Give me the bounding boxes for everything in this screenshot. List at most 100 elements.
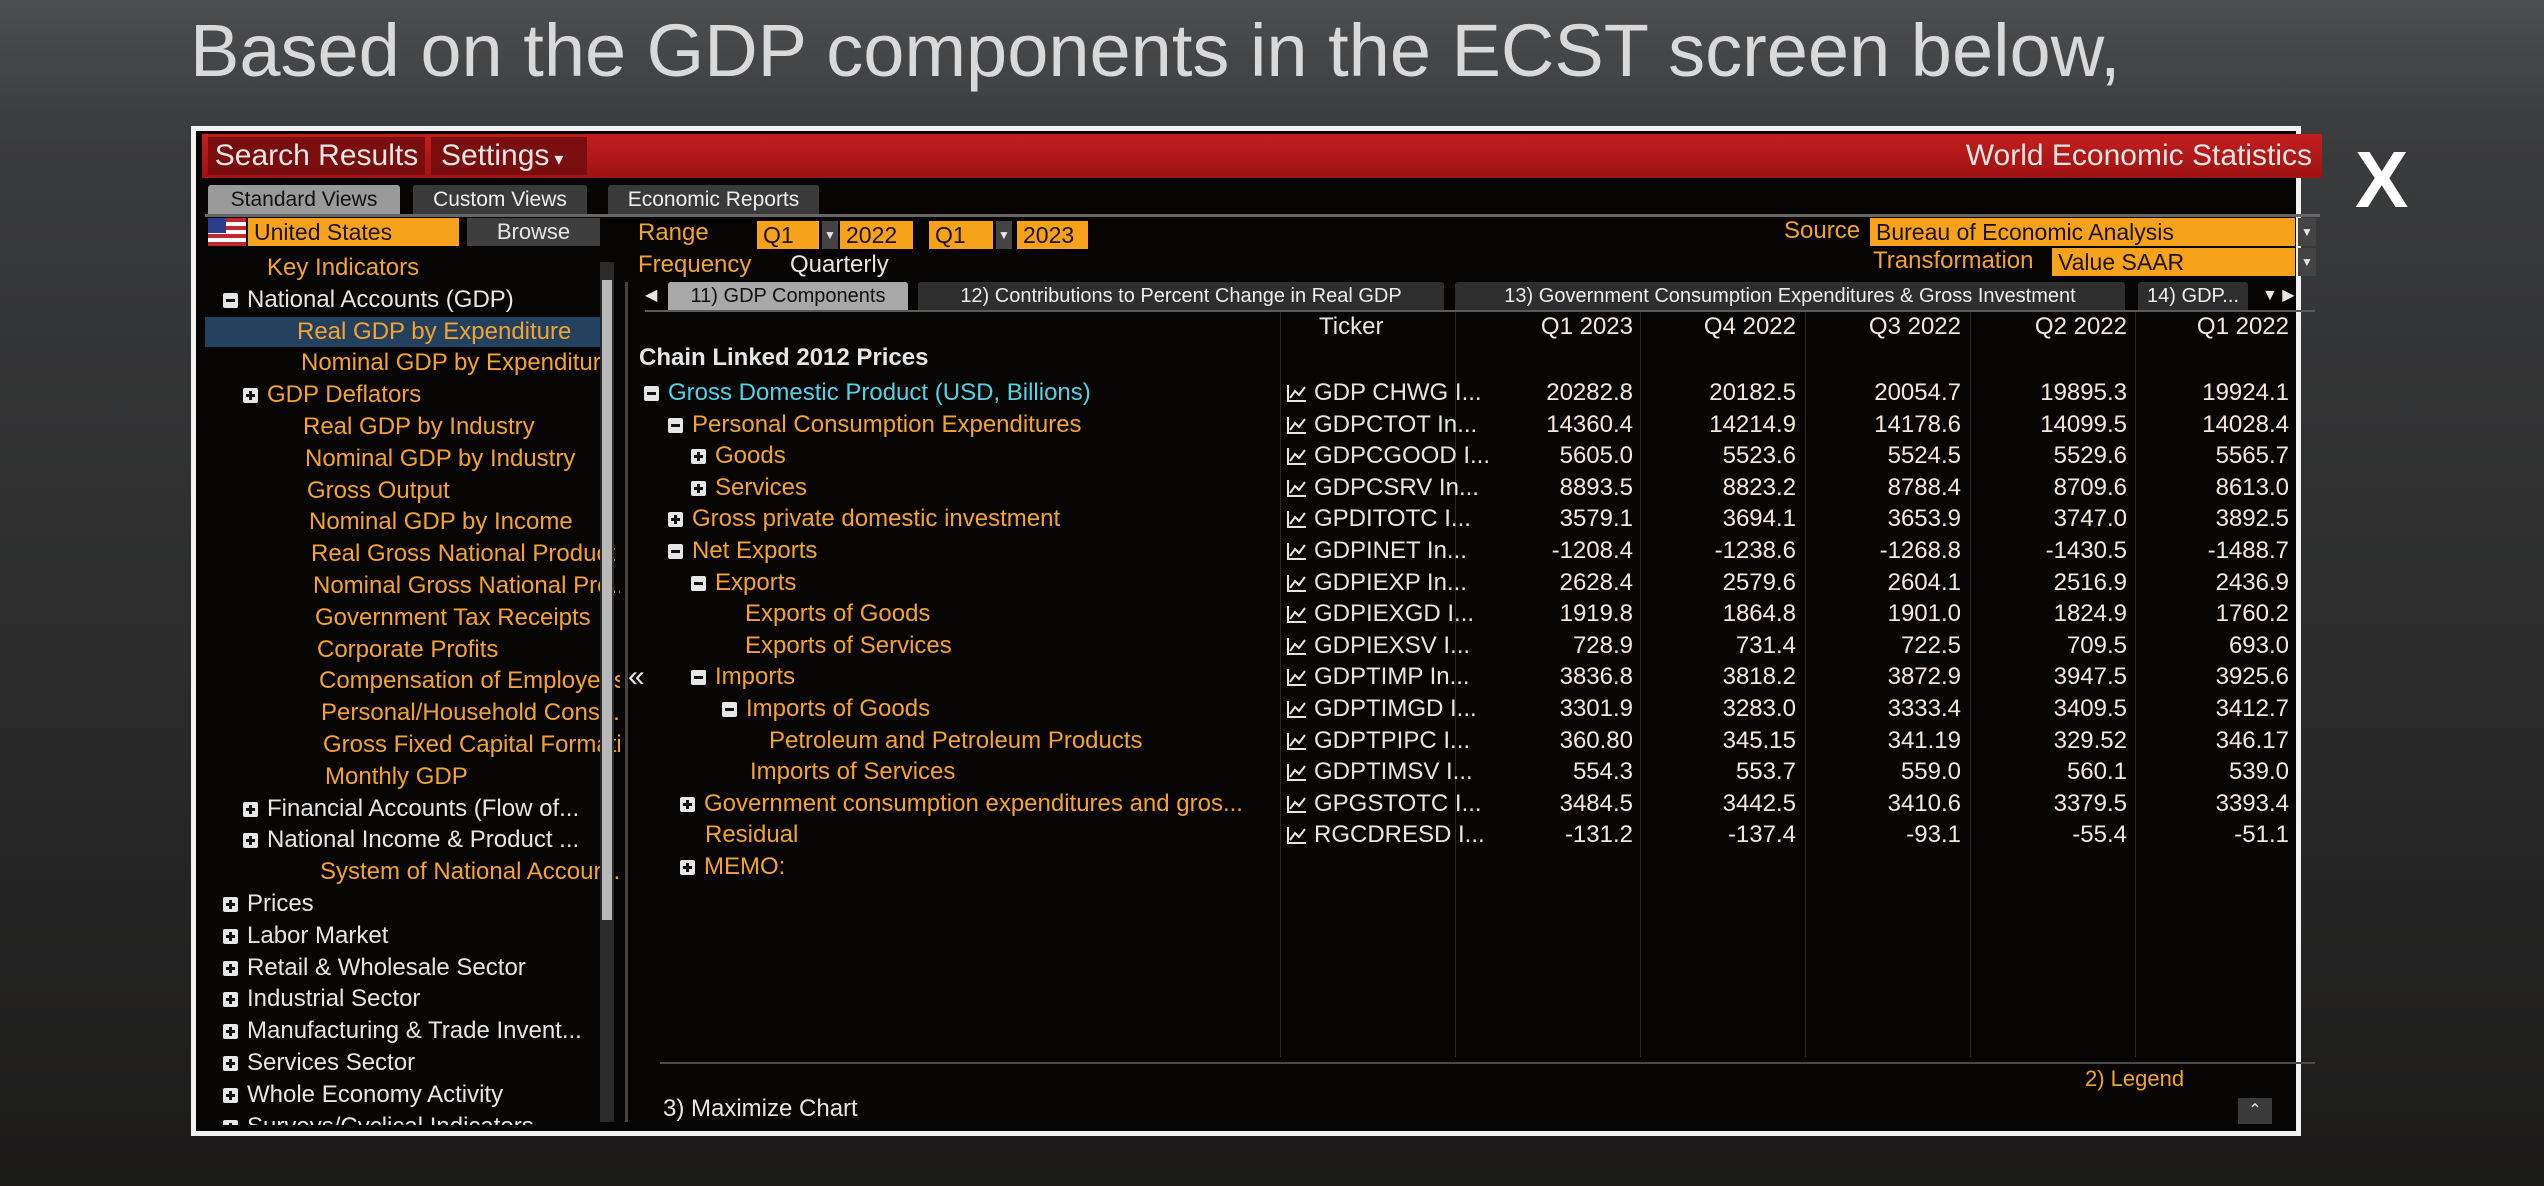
expand-toggle[interactable] <box>680 796 695 812</box>
sidebar-item[interactable]: Real Gross National Product <box>311 540 616 568</box>
scroll-up-button[interactable]: ⌃ <box>2238 1098 2272 1124</box>
expand-toggle[interactable] <box>223 928 238 944</box>
country-field[interactable]: United States <box>248 218 459 246</box>
sidebar-item[interactable]: Financial Accounts (Flow of... <box>267 794 580 822</box>
sidebar-item[interactable]: Real GDP by Expenditure <box>297 317 572 345</box>
chart-icon[interactable] <box>1286 383 1308 403</box>
chart-icon[interactable] <box>1286 762 1308 782</box>
row-name[interactable]: Exports of Goods <box>745 600 931 628</box>
source-arrow[interactable]: ▼ <box>2298 218 2316 246</box>
dropdown-arrow[interactable]: ▼ <box>996 221 1012 249</box>
expand-toggle[interactable] <box>691 670 706 686</box>
row-name[interactable]: Goods <box>715 442 786 470</box>
expand-toggle[interactable] <box>223 897 238 912</box>
browse-button[interactable]: Browse <box>467 218 600 246</box>
row-name[interactable]: Net Exports <box>692 537 818 564</box>
sub-tab[interactable]: 12) Contributions to Percent Change in R… <box>918 282 1444 310</box>
sidebar-item[interactable]: National Income & Product ... <box>267 826 580 854</box>
sidebar-item[interactable]: Corporate Profits <box>317 635 499 663</box>
chart-icon[interactable] <box>1286 541 1308 561</box>
sidebar-item[interactable]: Personal/Household Consu... <box>321 699 620 727</box>
source-field[interactable]: Bureau of Economic Analysis <box>1870 218 2295 246</box>
sidebar-item[interactable]: Compensation of Employees <box>319 667 620 695</box>
transformation-field[interactable]: Value SAAR <box>2052 248 2295 276</box>
row-name[interactable]: Gross private domestic investment <box>692 505 1061 533</box>
sidebar-item[interactable]: Gross Output <box>307 476 450 504</box>
chart-icon[interactable] <box>1286 509 1308 529</box>
sidebar-item[interactable]: Real GDP by Industry <box>303 413 535 440</box>
search-results-button[interactable]: Search Results <box>208 137 425 175</box>
sidebar-item[interactable]: Surveys/Cyclical Indicators <box>247 1112 534 1125</box>
sidebar-item[interactable]: Key Indicators <box>267 254 420 281</box>
expand-toggle[interactable] <box>680 860 695 875</box>
range-field[interactable]: 2022 <box>840 221 913 249</box>
expand-toggle[interactable] <box>223 1024 238 1040</box>
expand-toggle[interactable] <box>691 575 706 591</box>
expand-toggle[interactable] <box>644 386 659 401</box>
row-name[interactable]: Personal Consumption Expenditures <box>692 410 1082 438</box>
expand-toggle[interactable] <box>691 449 706 465</box>
transformation-arrow[interactable]: ▼ <box>2298 248 2316 276</box>
legend-button[interactable]: 2) Legend <box>2085 1066 2185 1091</box>
scroll-thumb[interactable] <box>602 280 612 920</box>
sidebar-item[interactable]: Government Tax Receipts <box>315 603 591 631</box>
row-name[interactable]: Imports of Services <box>750 758 956 786</box>
expand-toggle[interactable] <box>243 388 258 404</box>
expand-toggle[interactable] <box>243 833 258 849</box>
sidebar-item[interactable]: Monthly GDP <box>325 762 468 790</box>
settings-menu[interactable]: Settings ▾ <box>431 137 587 175</box>
row-name[interactable]: Exports of Services <box>745 631 952 659</box>
row-name[interactable]: Exports <box>715 568 797 596</box>
chart-icon[interactable] <box>1286 794 1308 814</box>
chart-icon[interactable] <box>1286 825 1308 845</box>
sub-tab[interactable]: 13) Government Consumption Expenditures … <box>1455 282 2125 310</box>
sidebar-item[interactable]: Nominal Gross National Pro... <box>313 572 620 599</box>
close-button[interactable]: X <box>2355 135 2409 224</box>
sidebar-item[interactable]: System of National Account... <box>320 858 620 886</box>
row-name[interactable]: Residual <box>705 821 799 849</box>
range-field[interactable]: Q1 <box>929 221 993 249</box>
sidebar-item[interactable]: Industrial Sector <box>247 985 421 1013</box>
row-name[interactable]: Government consumption expenditures and … <box>704 789 1243 817</box>
maximize-chart[interactable]: 3) Maximize Chart <box>663 1095 858 1122</box>
expand-toggle[interactable] <box>722 702 737 717</box>
sidebar-item[interactable]: Gross Fixed Capital Formati... <box>323 731 620 758</box>
expand-toggle[interactable] <box>223 960 238 976</box>
chart-icon[interactable] <box>1286 415 1308 435</box>
chart-icon[interactable] <box>1286 636 1308 656</box>
view-tab[interactable]: Economic Reports <box>608 185 819 215</box>
dropdown-arrow[interactable]: ▼ <box>822 221 838 249</box>
sub-tab[interactable]: 11) GDP Components <box>668 282 908 310</box>
expand-toggle[interactable] <box>223 1119 238 1125</box>
chart-icon[interactable] <box>1286 667 1308 687</box>
expand-toggle[interactable] <box>223 1056 238 1071</box>
sidebar-item[interactable]: Manufacturing & Trade Invent... <box>247 1017 582 1045</box>
view-tab[interactable]: Custom Views <box>413 185 587 215</box>
range-field[interactable]: Q1 <box>757 221 819 249</box>
expand-toggle[interactable] <box>668 512 683 528</box>
chart-icon[interactable] <box>1286 478 1308 498</box>
sub-tab[interactable]: 14) GDP... <box>2138 282 2248 310</box>
sidebar-item[interactable]: Nominal GDP by Expenditure <box>301 349 615 377</box>
chart-icon[interactable] <box>1286 573 1308 593</box>
sidebar-item[interactable]: Nominal GDP by Industry <box>305 444 576 472</box>
expand-toggle[interactable] <box>691 480 706 496</box>
row-name[interactable]: Imports <box>715 663 796 691</box>
sidebar-item[interactable]: Whole Economy Activity <box>247 1080 504 1108</box>
row-name[interactable]: Petroleum and Petroleum Products <box>769 726 1143 754</box>
range-field[interactable]: 2023 <box>1017 221 1088 249</box>
chart-icon[interactable] <box>1286 731 1308 751</box>
sidebar-item[interactable]: GDP Deflators <box>267 381 422 409</box>
collapse-sidebar[interactable]: « <box>628 660 645 693</box>
expand-toggle[interactable] <box>668 544 683 559</box>
view-tab[interactable]: Standard Views <box>208 185 400 215</box>
sidebar-item[interactable]: Nominal GDP by Income <box>309 508 573 536</box>
sidebar-item[interactable]: Prices <box>247 890 314 917</box>
chart-icon[interactable] <box>1286 699 1308 719</box>
expand-toggle[interactable] <box>223 292 238 308</box>
row-name[interactable]: Gross Domestic Product (USD, Billions) <box>668 379 1091 406</box>
sidebar-item[interactable]: Retail & Wholesale Sector <box>247 953 526 981</box>
subtab-menu[interactable]: ▼ ▶ <box>2262 287 2295 304</box>
expand-toggle[interactable] <box>223 1087 238 1103</box>
sidebar-item[interactable]: Labor Market <box>247 921 389 949</box>
